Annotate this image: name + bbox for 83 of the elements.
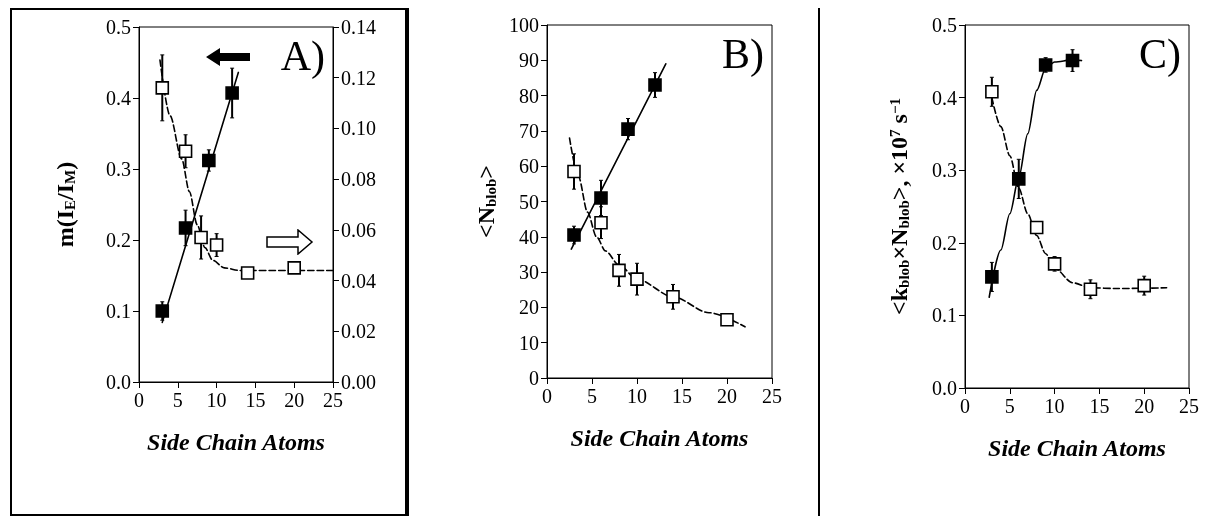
x-axis-title: Side Chain Atoms [147, 429, 325, 455]
point [240, 266, 255, 280]
y-axis-title: <kblob×Nblob>, ×107 s−1 [886, 98, 912, 315]
y-tick-label: 0.3 [106, 158, 131, 180]
x-tick-label: 15 [1089, 395, 1110, 417]
x-axis-title: Side Chain Atoms [988, 435, 1166, 461]
point [1011, 172, 1026, 186]
x-tick-label: 5 [1004, 395, 1015, 417]
point [985, 84, 999, 99]
x-tick-label: 25 [1179, 395, 1199, 417]
y2-tick-label: 0.14 [341, 16, 376, 38]
y-tick-label: 40 [519, 225, 539, 248]
y-tick-label: 50 [519, 190, 539, 213]
y-tick-label: 0.1 [106, 300, 131, 322]
y-tick-label: 0.0 [932, 377, 957, 399]
point [720, 312, 734, 327]
y-axis-title: <Nblob> [473, 164, 500, 239]
y-tick-label: 0.0 [106, 371, 131, 393]
y-tick-label: 70 [519, 119, 539, 142]
y-tick-label: 0.1 [932, 304, 957, 327]
point [630, 272, 644, 286]
point [178, 221, 193, 235]
point [1137, 278, 1151, 293]
point [621, 122, 635, 136]
point [202, 153, 216, 168]
annotation: B) [722, 31, 764, 78]
point [594, 215, 608, 230]
point [178, 144, 193, 159]
y-tick-label: 0.5 [932, 14, 957, 36]
point [1038, 58, 1053, 72]
point [567, 228, 581, 242]
point [209, 238, 224, 252]
y-tick-label: 80 [519, 84, 539, 107]
y-tick-label: 10 [519, 331, 539, 354]
point [612, 263, 626, 278]
x-tick-label: 20 [284, 389, 305, 411]
y-tick-label: 100 [509, 14, 539, 36]
y2-tick-label: 0.08 [341, 168, 376, 191]
y2-tick-label: 0.00 [341, 371, 376, 393]
y2-tick-label: 0.06 [341, 218, 376, 241]
x-tick-label: 20 [1134, 395, 1155, 417]
y2-tick-label: 0.12 [341, 66, 376, 89]
x-tick-label: 25 [323, 389, 343, 411]
y-tick-label: 0.2 [106, 229, 131, 251]
point [1065, 53, 1080, 68]
y-tick-label: 20 [519, 296, 539, 319]
y-tick-label: 0 [529, 367, 539, 389]
y2-tick-label: 0.10 [341, 117, 376, 140]
x-tick-label: 5 [172, 389, 183, 411]
y2-tick-label: 0.02 [341, 320, 376, 343]
point [985, 270, 999, 284]
y-tick-label: 0.4 [106, 87, 131, 109]
x-tick-label: 10 [627, 385, 647, 407]
x-tick-label: 20 [717, 385, 737, 407]
point [287, 261, 301, 275]
x-tick-label: 15 [245, 389, 266, 411]
y-tick-label: 60 [519, 155, 539, 178]
annotation: A) [280, 33, 326, 80]
y-axis-title: m(IE/IM) [52, 161, 78, 248]
y2-tick-label: 0.04 [341, 269, 376, 292]
y-tick-label: 90 [519, 49, 539, 72]
y-tick-label: 0.3 [932, 159, 957, 182]
point [225, 86, 239, 100]
point [666, 290, 680, 304]
point [194, 230, 208, 245]
y-tick-label: 0.4 [932, 86, 957, 109]
x-tick-label: 10 [206, 389, 227, 411]
annotation: C) [1139, 31, 1181, 78]
point [155, 304, 170, 318]
x-axis-title: Side Chain Atoms [570, 425, 749, 451]
point [594, 191, 608, 205]
point [1029, 220, 1044, 235]
point [567, 164, 581, 179]
y-tick-label: 30 [519, 261, 539, 284]
point [648, 78, 662, 92]
x-tick-label: 15 [672, 385, 692, 407]
point [1083, 282, 1098, 297]
y-tick-label: 0.2 [932, 231, 957, 254]
x-tick-label: 10 [1044, 395, 1065, 417]
x-tick-label: 5 [587, 385, 597, 407]
y-tick-label: 0.5 [106, 16, 131, 38]
x-tick-label: 25 [762, 385, 782, 407]
point [155, 81, 170, 95]
